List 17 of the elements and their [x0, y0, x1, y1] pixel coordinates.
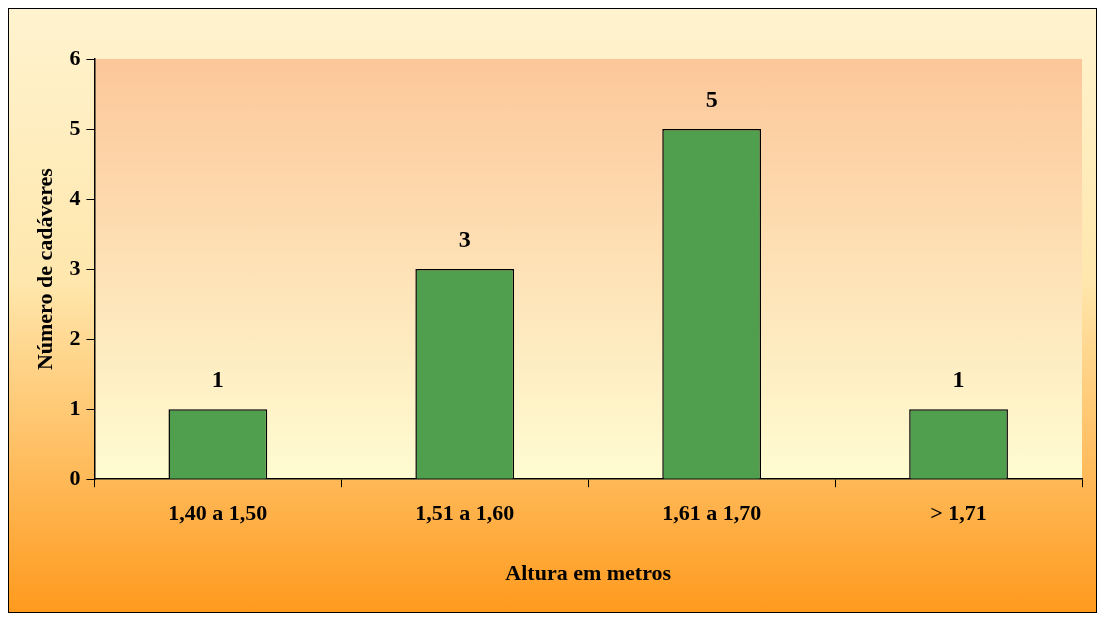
y-tick-label: 2: [69, 324, 81, 350]
x-tick-label: 1,40 a 1,50: [168, 500, 268, 526]
y-tick-label: 1: [69, 394, 81, 420]
y-tick-label: 0: [69, 464, 81, 490]
data-label: 1: [211, 366, 224, 393]
y-axis-title: Número de cadáveres: [31, 167, 57, 371]
data-label: 3: [458, 226, 471, 253]
y-tick-label: 5: [69, 114, 81, 140]
y-tick-label: 4: [69, 184, 81, 210]
data-label: 1: [952, 366, 965, 393]
x-tick-label: 1,61 a 1,70: [662, 500, 762, 526]
y-tick-label: 3: [69, 254, 81, 280]
x-tick-label: > 1,71: [930, 500, 987, 526]
data-label: 5: [705, 86, 718, 113]
x-axis-title: Altura em metros: [505, 560, 672, 586]
y-tick-label: 6: [69, 44, 81, 70]
x-tick-label: 1,51 a 1,60: [415, 500, 515, 526]
